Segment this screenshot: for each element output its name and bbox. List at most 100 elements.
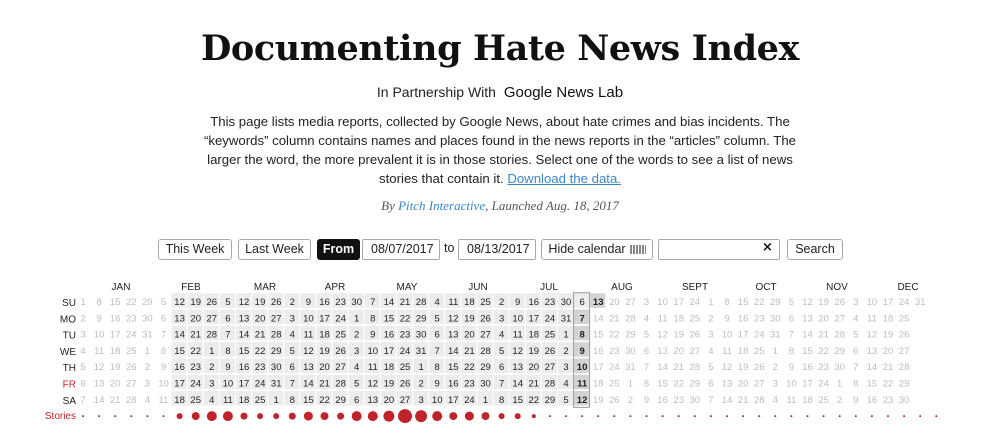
stories-dot[interactable] [709, 415, 712, 418]
calendar-day-number[interactable]: 16 [384, 330, 395, 341]
calendar-day-number[interactable]: 28 [834, 330, 845, 341]
calendar-day-cell[interactable] [493, 358, 509, 373]
calendar-day-cell[interactable] [477, 342, 493, 357]
calendar-day-number[interactable]: 21 [818, 330, 829, 341]
calendar-day-number[interactable]: 8 [579, 330, 584, 341]
calendar-day-number[interactable]: 20 [738, 379, 749, 390]
stories-dot[interactable] [790, 415, 793, 418]
calendar-day-number[interactable]: 16 [174, 362, 185, 373]
stories-dot[interactable] [887, 415, 889, 418]
calendar-day-cell[interactable] [493, 342, 509, 357]
calendar-day-number[interactable]: 29 [625, 330, 636, 341]
calendar-day-number[interactable]: 21 [609, 313, 620, 324]
calendar-day-cell[interactable] [558, 342, 573, 357]
calendar-day-number[interactable]: 14 [722, 395, 733, 406]
calendar-day-number[interactable]: 21 [464, 346, 475, 357]
calendar-day-number[interactable]: 30 [416, 330, 427, 341]
stories-dot[interactable] [903, 415, 906, 418]
calendar-day-cell[interactable] [558, 293, 573, 308]
calendar-day-number[interactable]: 7 [225, 330, 230, 341]
calendar-day-cell[interactable] [364, 309, 380, 325]
calendar-day-number[interactable]: 12 [94, 362, 105, 373]
calendar-day-cell[interactable] [590, 293, 606, 308]
calendar-day-number[interactable]: 6 [789, 313, 794, 324]
calendar-day-cell[interactable] [477, 309, 493, 325]
calendar-day-number[interactable]: 7 [579, 313, 584, 324]
calendar-day-number[interactable]: 20 [529, 362, 540, 373]
stories-dot[interactable] [176, 413, 183, 420]
calendar-day-number[interactable]: 16 [529, 297, 540, 308]
calendar-day-number[interactable]: 8 [853, 379, 858, 390]
calendar-day-number[interactable]: 14 [239, 330, 250, 341]
calendar-day-number[interactable]: 3 [418, 395, 423, 406]
stories-dot[interactable] [337, 412, 345, 420]
calendar-day-number[interactable]: 22 [609, 330, 620, 341]
calendar-day-number[interactable]: 11 [513, 330, 523, 341]
calendar-day-number[interactable]: 7 [853, 362, 858, 373]
calendar-day-cell[interactable] [300, 391, 316, 406]
calendar-day-cell[interactable] [316, 293, 332, 308]
stories-dot[interactable] [919, 415, 922, 418]
calendar-day-number[interactable]: 3 [499, 313, 504, 324]
calendar-day-cell[interactable] [284, 374, 300, 390]
calendar-day-number[interactable]: 14 [867, 362, 878, 373]
calendar-day-number[interactable]: 19 [883, 330, 894, 341]
calendar-day-number[interactable]: 15 [593, 330, 604, 341]
calendar-day-number[interactable]: 28 [690, 362, 701, 373]
calendar-day-number[interactable]: 20 [110, 379, 121, 390]
calendar-day-number[interactable]: 15 [239, 346, 250, 357]
calendar-day-number[interactable]: 28 [899, 362, 910, 373]
calendar-day-number[interactable]: 2 [773, 362, 778, 373]
calendar-day-cell[interactable] [268, 391, 284, 406]
calendar-day-cell[interactable] [509, 358, 525, 373]
calendar-day-number[interactable]: 26 [754, 362, 765, 373]
calendar-day-number[interactable]: 12 [303, 346, 314, 357]
calendar-day-number[interactable]: 30 [625, 346, 636, 357]
calendar-day-cell[interactable] [461, 309, 477, 325]
to-date-input[interactable]: 08/13/2017 [458, 239, 536, 260]
calendar-day-cell[interactable] [525, 293, 541, 308]
calendar-day-number[interactable]: 12 [512, 346, 523, 357]
calendar-day-cell[interactable] [429, 358, 445, 373]
calendar-day-cell[interactable] [525, 309, 541, 325]
stories-dot[interactable] [273, 413, 280, 420]
from-date-input[interactable]: 08/07/2017 [362, 239, 440, 260]
calendar-day-cell[interactable] [219, 325, 235, 341]
calendar-day-number[interactable]: 25 [545, 330, 556, 341]
calendar-day-cell[interactable] [203, 325, 219, 341]
calendar-day-number[interactable]: 6 [225, 313, 230, 324]
calendar-day-number[interactable]: 8 [290, 395, 295, 406]
calendar-day-cell[interactable] [477, 391, 493, 406]
calendar-day-number[interactable]: 23 [609, 346, 620, 357]
stories-dot[interactable] [162, 415, 165, 418]
stories-dot[interactable] [758, 415, 761, 418]
calendar-day-cell[interactable] [236, 358, 251, 373]
calendar-day-cell[interactable] [364, 358, 380, 373]
calendar-day-number[interactable]: 30 [480, 379, 491, 390]
calendar-day-cell[interactable] [509, 325, 525, 341]
calendar-day-cell[interactable] [574, 391, 590, 406]
stories-dot[interactable] [398, 409, 412, 424]
calendar-day-cell[interactable] [429, 342, 445, 357]
calendar-day-cell[interactable] [461, 391, 477, 406]
calendar-day-cell[interactable] [541, 374, 557, 390]
calendar-day-number[interactable]: 8 [370, 313, 375, 324]
calendar-day-cell[interactable] [300, 309, 316, 325]
calendar-day-number[interactable]: 15 [802, 346, 813, 357]
stories-dot[interactable] [629, 415, 632, 418]
calendar-day-cell[interactable] [268, 374, 284, 390]
calendar-day-cell[interactable] [219, 293, 235, 308]
calendar-day-number[interactable]: 18 [529, 330, 540, 341]
calendar-day-cell[interactable] [203, 358, 219, 373]
calendar-day-cell[interactable] [493, 293, 509, 308]
calendar-day-cell[interactable] [348, 342, 364, 357]
calendar-day-cell[interactable] [429, 309, 445, 325]
calendar-day-cell[interactable] [203, 374, 219, 390]
calendar-day-cell[interactable] [445, 309, 461, 325]
stories-dot[interactable] [82, 415, 84, 418]
calendar-day-number[interactable]: 13 [593, 297, 604, 308]
stories-dot[interactable] [548, 415, 551, 418]
calendar-day-number[interactable]: 10 [223, 379, 234, 390]
calendar-day-cell[interactable] [171, 342, 187, 357]
calendar-day-number[interactable]: 10 [303, 313, 314, 324]
